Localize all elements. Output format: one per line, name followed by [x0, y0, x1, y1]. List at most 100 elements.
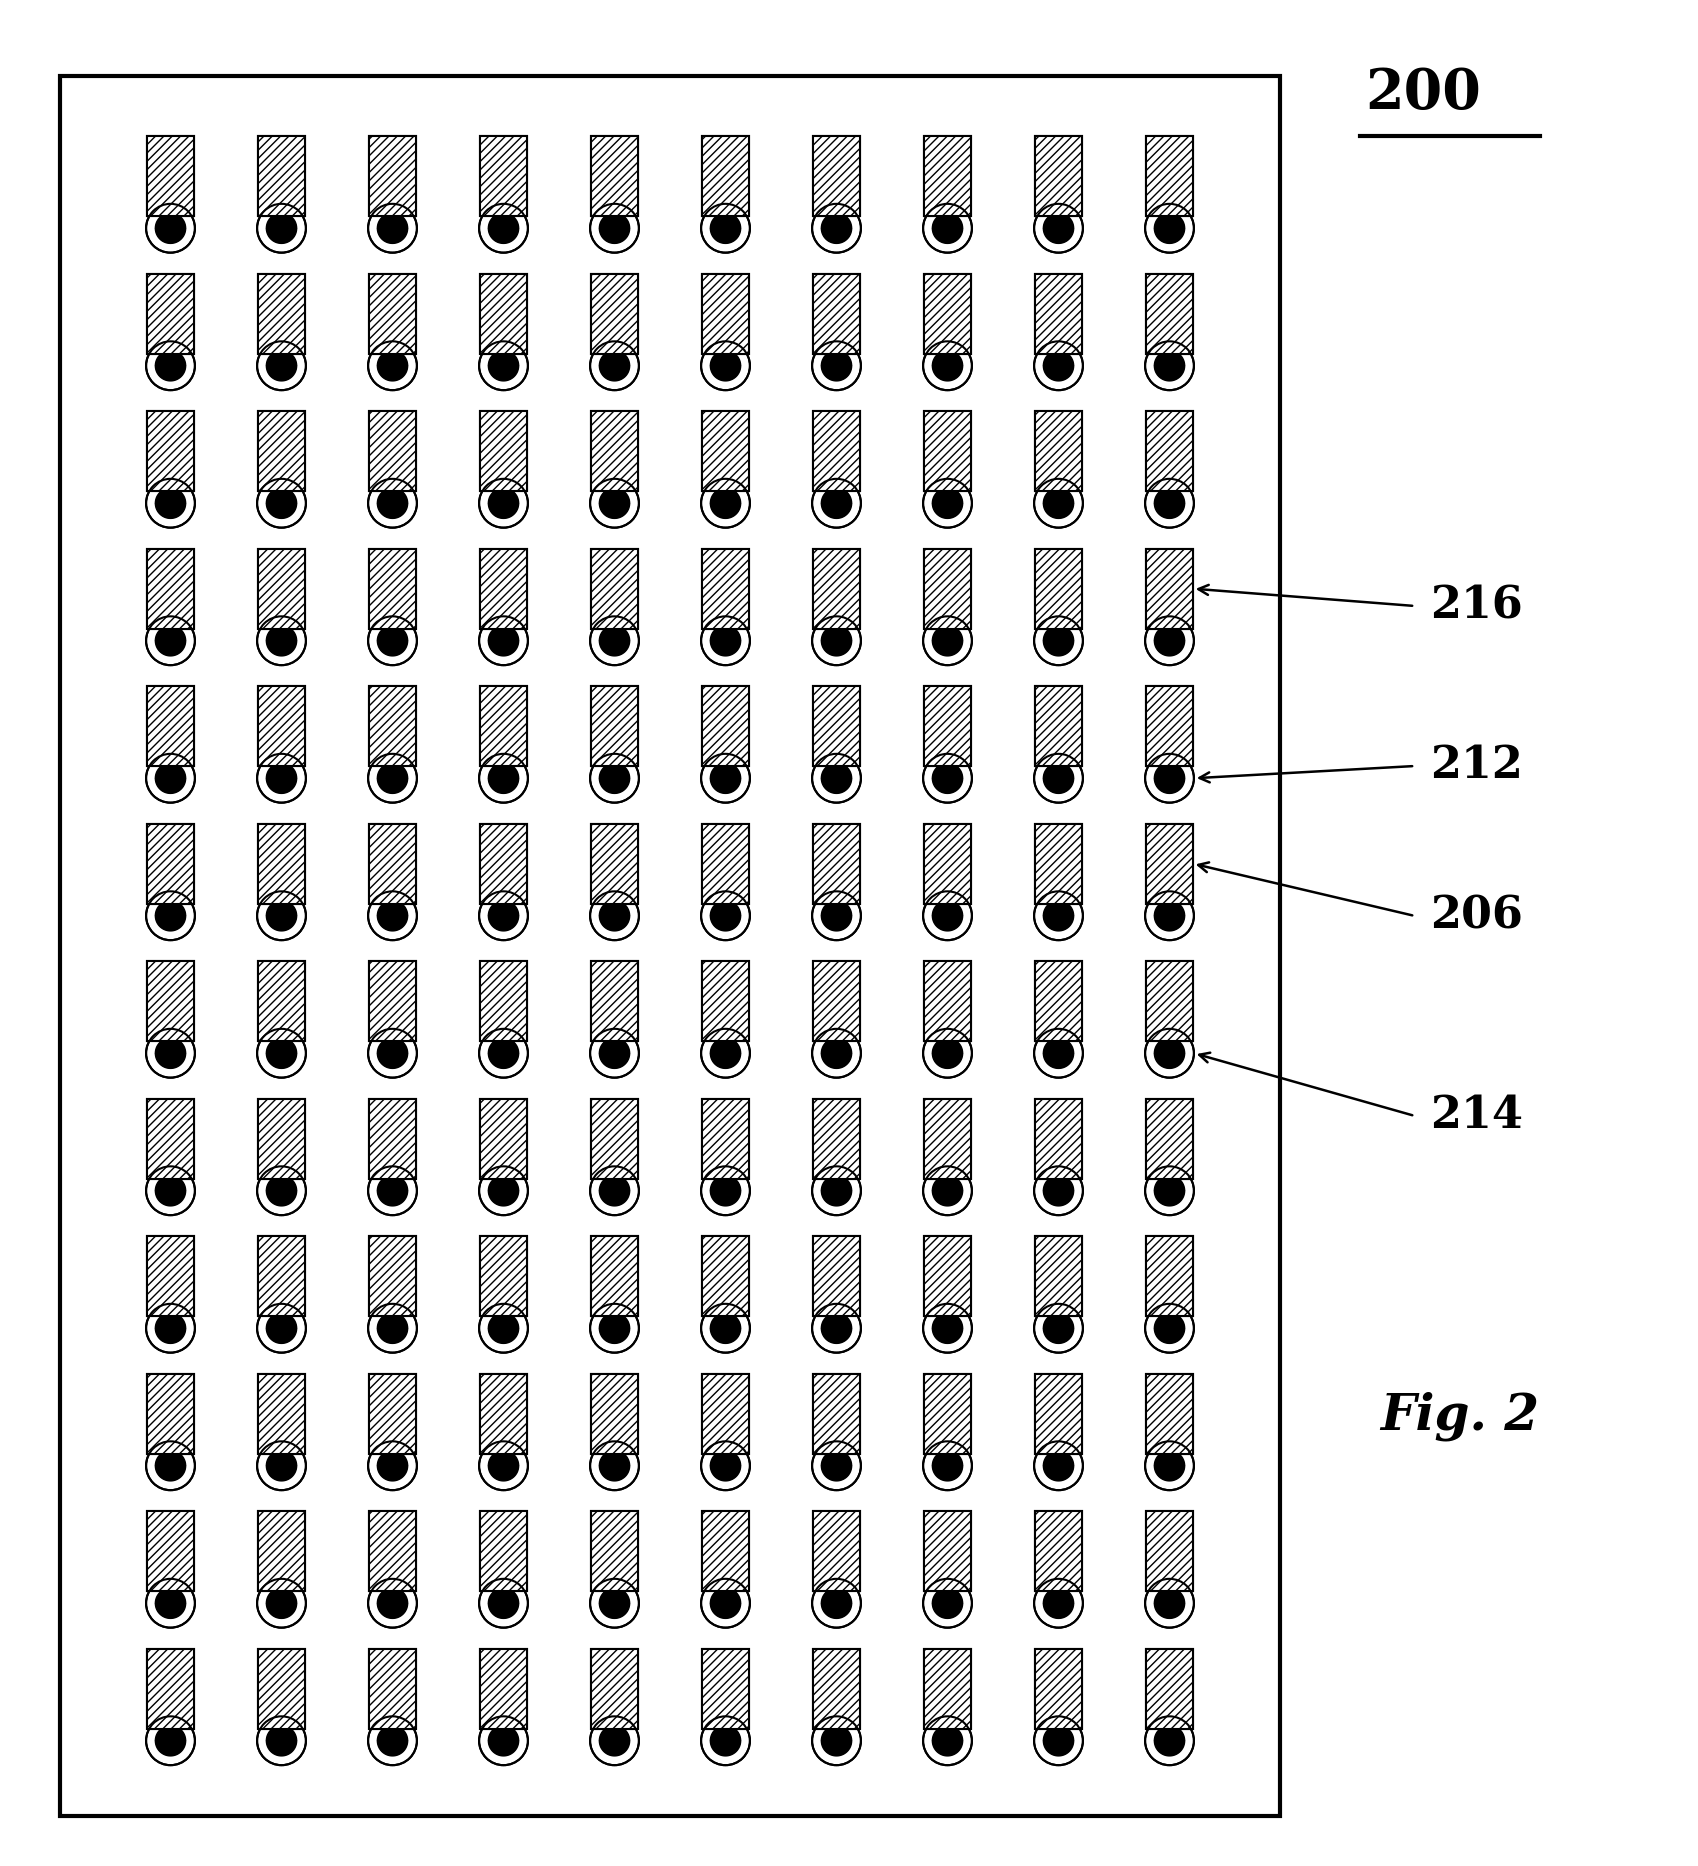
Circle shape: [599, 1314, 630, 1344]
Bar: [258, 274, 306, 353]
Circle shape: [710, 351, 740, 381]
Circle shape: [701, 616, 751, 664]
Polygon shape: [1043, 916, 1073, 931]
Polygon shape: [1155, 1590, 1185, 1603]
Circle shape: [710, 1450, 740, 1482]
Bar: [481, 274, 526, 353]
Polygon shape: [1043, 1452, 1073, 1467]
Bar: [813, 1099, 859, 1179]
Bar: [1036, 136, 1082, 216]
Bar: [924, 549, 971, 629]
Circle shape: [155, 213, 185, 243]
Bar: [481, 1511, 526, 1592]
Circle shape: [155, 1037, 185, 1069]
Polygon shape: [1155, 1052, 1185, 1069]
Circle shape: [267, 489, 297, 519]
Polygon shape: [822, 765, 852, 778]
Bar: [148, 549, 194, 629]
Bar: [591, 411, 638, 491]
Polygon shape: [822, 215, 852, 228]
Bar: [481, 411, 526, 491]
Bar: [813, 1099, 859, 1179]
Bar: [258, 136, 306, 216]
Polygon shape: [155, 1590, 185, 1603]
Bar: [481, 961, 526, 1041]
Bar: [703, 136, 749, 216]
Polygon shape: [267, 1052, 297, 1069]
Polygon shape: [1043, 1177, 1073, 1191]
Polygon shape: [1155, 1741, 1185, 1756]
Bar: [591, 687, 638, 767]
Circle shape: [932, 1176, 963, 1205]
Bar: [813, 1511, 859, 1592]
Bar: [258, 961, 306, 1041]
Bar: [481, 1373, 526, 1454]
Circle shape: [822, 351, 852, 381]
Circle shape: [489, 1588, 518, 1618]
Polygon shape: [377, 1191, 408, 1205]
Polygon shape: [710, 1039, 740, 1052]
Circle shape: [599, 763, 630, 793]
Circle shape: [1043, 1450, 1073, 1482]
Polygon shape: [710, 1728, 740, 1741]
Circle shape: [267, 625, 297, 655]
Bar: [481, 136, 526, 216]
Polygon shape: [267, 215, 297, 228]
Polygon shape: [710, 1329, 740, 1344]
Bar: [148, 274, 194, 353]
Polygon shape: [932, 491, 963, 504]
Bar: [148, 1373, 194, 1454]
Polygon shape: [822, 1316, 852, 1329]
Circle shape: [924, 203, 971, 252]
Polygon shape: [489, 1039, 518, 1052]
Circle shape: [368, 1441, 418, 1491]
Circle shape: [822, 213, 852, 243]
Polygon shape: [599, 1191, 630, 1205]
Polygon shape: [267, 916, 297, 931]
Bar: [813, 961, 859, 1041]
Polygon shape: [489, 1741, 518, 1756]
Polygon shape: [599, 1452, 630, 1467]
Circle shape: [701, 1304, 751, 1353]
Bar: [591, 549, 638, 629]
Text: 200: 200: [1365, 65, 1481, 121]
Bar: [924, 549, 971, 629]
Bar: [1036, 549, 1082, 629]
Bar: [368, 1373, 416, 1454]
Polygon shape: [267, 228, 297, 243]
Circle shape: [591, 754, 638, 802]
Polygon shape: [822, 228, 852, 243]
Polygon shape: [489, 916, 518, 931]
Bar: [148, 549, 194, 629]
Bar: [368, 1511, 416, 1592]
Bar: [368, 687, 416, 767]
Circle shape: [155, 1588, 185, 1618]
Bar: [148, 1237, 194, 1316]
Circle shape: [1034, 1028, 1083, 1079]
Bar: [703, 1650, 749, 1728]
Circle shape: [1034, 754, 1083, 802]
Circle shape: [479, 203, 528, 252]
Circle shape: [812, 1579, 861, 1627]
Polygon shape: [1043, 228, 1073, 243]
Bar: [59, 77, 1280, 1816]
Text: 214: 214: [1430, 1095, 1523, 1138]
Circle shape: [1155, 489, 1185, 519]
Bar: [148, 687, 194, 767]
Bar: [591, 274, 638, 353]
Circle shape: [479, 1441, 528, 1491]
Polygon shape: [1043, 627, 1073, 640]
Polygon shape: [155, 1741, 185, 1756]
Circle shape: [146, 480, 195, 528]
Polygon shape: [1043, 491, 1073, 504]
Circle shape: [932, 1450, 963, 1482]
Polygon shape: [155, 1467, 185, 1482]
Polygon shape: [489, 353, 518, 366]
Polygon shape: [377, 491, 408, 504]
Circle shape: [479, 1304, 528, 1353]
Circle shape: [1043, 1588, 1073, 1618]
Polygon shape: [822, 1052, 852, 1069]
Circle shape: [591, 1028, 638, 1079]
Bar: [1036, 411, 1082, 491]
Circle shape: [710, 901, 740, 931]
